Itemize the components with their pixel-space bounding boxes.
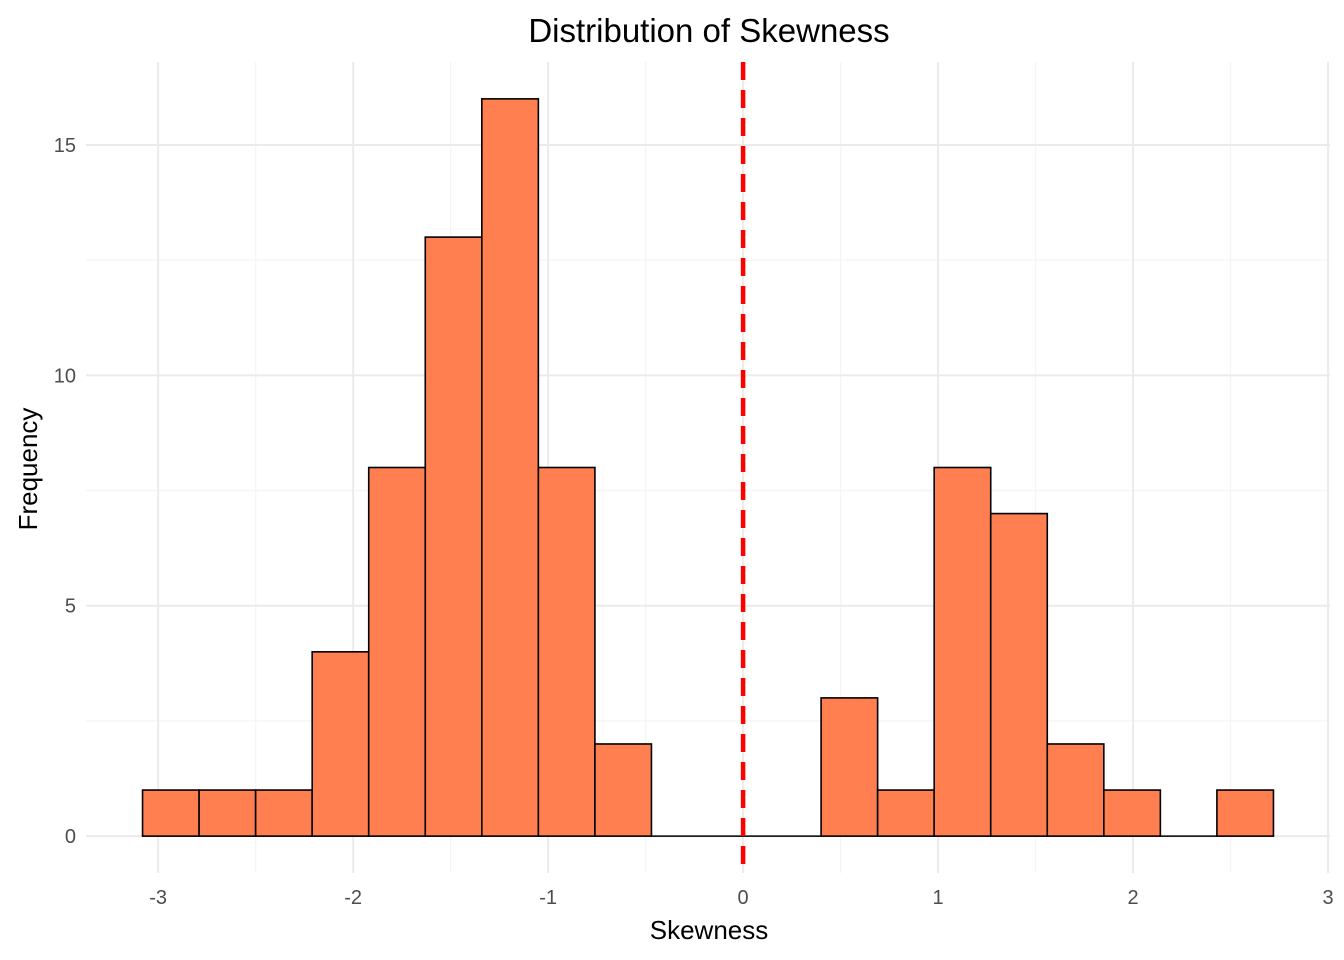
x-tick-label: 2: [1128, 887, 1139, 909]
chart-title: Distribution of Skewness: [528, 12, 889, 49]
histogram-bar: [311, 651, 370, 837]
y-tick-label: 10: [54, 365, 76, 387]
histogram-bar: [1216, 789, 1275, 837]
x-tick-label: -1: [539, 887, 557, 909]
y-tick-label: 5: [65, 596, 76, 618]
histogram-bar: [1046, 743, 1105, 837]
histogram-bar: [594, 743, 653, 837]
y-axis-label: Frequency: [13, 408, 43, 531]
histogram-bar: [537, 466, 596, 837]
histogram-bar: [254, 789, 313, 837]
histogram-bar: [933, 466, 992, 837]
histogram-bar: [424, 236, 483, 837]
x-tick-label: -3: [149, 887, 167, 909]
histogram-bar: [367, 466, 427, 837]
grid-lines: [86, 62, 1330, 873]
y-tick-label: 15: [54, 135, 76, 157]
x-axis-label: Skewness: [650, 915, 769, 945]
x-tick-label: -2: [344, 887, 362, 909]
x-tick-label: 0: [738, 887, 749, 909]
histogram-bar: [1103, 789, 1162, 837]
x-tick-label: 1: [933, 887, 944, 909]
histogram-bar: [141, 789, 200, 837]
histogram-bar: [820, 697, 879, 837]
x-tick-label: 3: [1322, 887, 1333, 909]
tick-labels: -3 -2 -1 0 1 2 3 0 5 10 15: [54, 135, 1334, 909]
histogram-bar: [989, 512, 1049, 837]
histogram-bars: [141, 98, 1275, 837]
histogram-bar: [876, 789, 935, 837]
histogram-bar: [198, 789, 257, 837]
y-tick-label: 0: [65, 826, 76, 848]
histogram-bar: [481, 98, 540, 837]
